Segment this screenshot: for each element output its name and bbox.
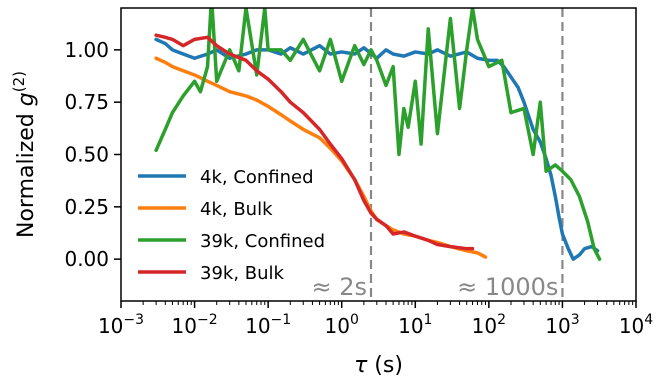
legend-label-2: 4k, Bulk — [200, 199, 273, 220]
y-tick-label: 0.25 — [64, 195, 109, 219]
y-axis-ticks: 0.00 0.25 0.50 0.75 1.00 — [64, 38, 121, 271]
series-line-2 — [154, 56, 488, 259]
reference-label-2: ≈ 1000s — [457, 273, 558, 301]
y-tick-label: 0.50 — [64, 143, 109, 167]
x-tick-label: 10−3 — [98, 312, 144, 338]
legend-label-4: 39k, Bulk — [200, 263, 285, 284]
series-line-3 — [154, 8, 602, 261]
reference-lines — [369, 8, 564, 301]
x-tick-label: 10−2 — [172, 312, 218, 338]
legend-label-3: 39k, Confined — [200, 231, 325, 252]
y-axis-prefix: Normalized — [14, 106, 39, 238]
y-tick-label: 0.75 — [64, 90, 109, 114]
series-lines — [154, 8, 602, 261]
series-line-4 — [154, 33, 475, 251]
y-axis-label: Normalized g(2) — [10, 71, 39, 238]
legend-label-1: 4k, Confined — [200, 167, 314, 188]
x-tick-label: 104 — [619, 312, 653, 338]
x-tick-label: 101 — [398, 312, 432, 338]
legend: 4k, Confined 4k, Bulk 39k, Confined 39k, Bu… — [138, 167, 325, 284]
x-axis-symbol: τ — [354, 353, 368, 378]
annotations: ≈ 2s ≈ 1000s — [311, 273, 558, 301]
y-axis-superscript: (2) — [10, 71, 28, 92]
x-tick-label: 100 — [325, 312, 359, 338]
x-axis-label: τ (s) — [354, 353, 403, 378]
y-tick-label: 1.00 — [64, 38, 109, 62]
reference-label-1: ≈ 2s — [311, 273, 367, 301]
y-axis-symbol: g — [14, 92, 39, 106]
x-axis-ticks: 10−3 10−2 10−1 100 101 102 103 104 — [98, 301, 653, 338]
x-tick-label: 10−1 — [245, 312, 291, 338]
x-axis-unit: (s) — [367, 353, 403, 378]
x-tick-label: 103 — [545, 312, 579, 338]
x-tick-label: 102 — [472, 312, 506, 338]
y-tick-label: 0.00 — [64, 247, 109, 271]
plot-frame — [120, 7, 637, 302]
